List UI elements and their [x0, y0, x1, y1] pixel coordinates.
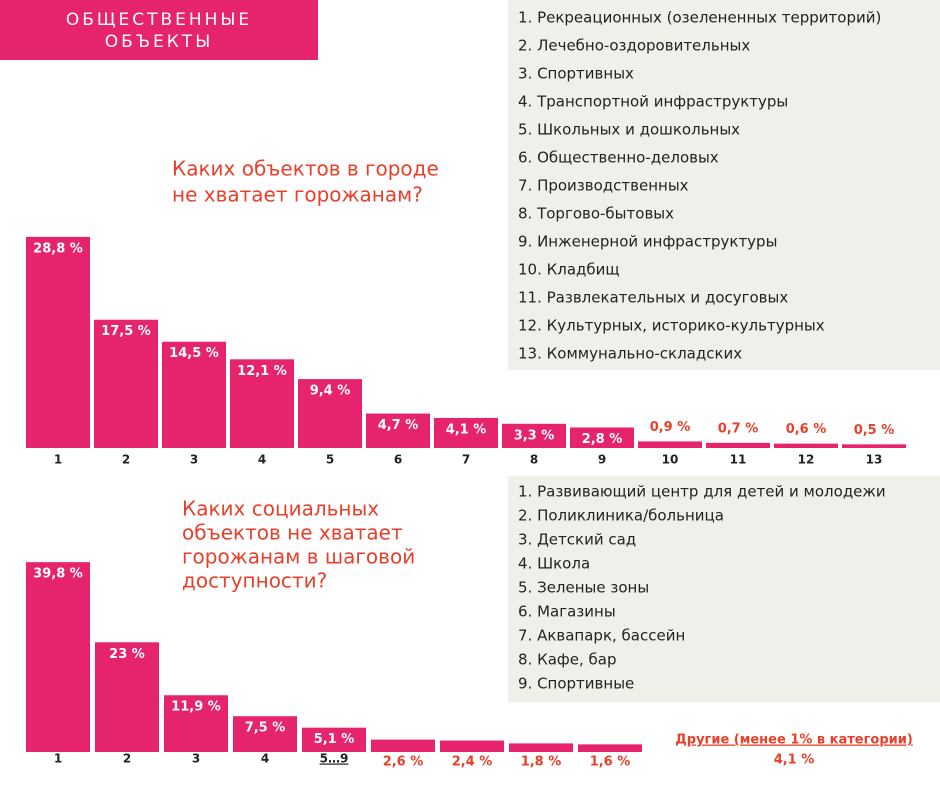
value-label: 9,4 % [310, 384, 351, 399]
bar [578, 744, 642, 752]
value-label: 4,7 % [378, 418, 419, 433]
legend-item: 8. Кафе, бар [518, 651, 616, 669]
value-label: 17,5 % [101, 324, 151, 339]
bar [434, 417, 498, 448]
bar [366, 413, 430, 448]
legend-box [508, 0, 940, 370]
bar [638, 441, 702, 448]
legend-box [508, 476, 940, 702]
value-label: 23 % [109, 647, 145, 662]
legend-item: 5. Зеленые зоны [518, 579, 649, 597]
legend-item: 12. Культурных, историко-культурных [518, 317, 825, 335]
legend-item: 8. Торгово-бытовых [518, 205, 674, 223]
bar [509, 743, 573, 752]
legend-item: 3. Спортивных [518, 65, 634, 83]
value-label: 3,3 % [514, 428, 555, 443]
header-title: ОБЪЕКТЫ [105, 32, 213, 52]
x-tick-label: 4 [258, 453, 266, 467]
other-label: Другие (менее 1% в категории) [675, 733, 913, 748]
legend-item: 4. Школа [518, 555, 590, 573]
bar [230, 359, 294, 448]
value-label: 11,9 % [171, 700, 221, 715]
value-label: 28,8 % [33, 241, 83, 256]
x-tick-label: 6 [394, 453, 402, 467]
legend-item: 11. Развлекательных и досуговых [518, 289, 788, 307]
legend-item: 3. Детский сад [518, 531, 636, 549]
legend-item: 9. Спортивные [518, 675, 634, 693]
bar [302, 727, 366, 752]
chart-title: доступности? [182, 569, 327, 593]
chart-title: Каких объектов в городе [172, 157, 439, 181]
x-tick-label: 2 [123, 752, 131, 766]
x-tick-label: 5…9 [320, 752, 349, 766]
x-tick-label: 5 [326, 453, 334, 467]
value-label: 5,1 % [314, 732, 355, 747]
bar [298, 379, 362, 448]
header-badge [0, 0, 318, 60]
legend-item: 2. Поликлиника/больница [518, 507, 724, 525]
value-label: 12,1 % [237, 364, 287, 379]
header-title: ОБЩЕСТВЕННЫЕ [66, 10, 252, 30]
value-label: 14,5 % [169, 346, 219, 361]
chart-title: Каких социальных [182, 497, 379, 521]
chart-title: горожанам в шаговой [182, 545, 415, 569]
value-label: 0,7 % [718, 421, 759, 436]
x-tick-label: 3 [190, 453, 198, 467]
value-label: 7,5 % [245, 721, 286, 736]
x-tick-label: 7 [462, 453, 470, 467]
bar [502, 423, 566, 448]
chart-title: объектов не хватает [182, 521, 403, 545]
legend-item: 1. Рекреационных (озелененных территорий… [518, 9, 881, 27]
value-label: 2,8 % [582, 432, 623, 447]
x-tick-label: 3 [192, 752, 200, 766]
legend-item: 9. Инженерной инфраструктуры [518, 233, 777, 251]
bar [440, 740, 504, 752]
bar [26, 562, 90, 752]
x-tick-label: 2 [122, 453, 130, 467]
bar [26, 236, 90, 448]
legend-item: 6. Магазины [518, 603, 616, 621]
legend-item: 2. Лечебно-оздоровительных [518, 37, 750, 55]
bar [95, 642, 159, 752]
legend-item: 6. Общественно-деловых [518, 149, 719, 167]
value-label: 1,8 % [521, 755, 562, 770]
bar [164, 695, 228, 752]
value-label: 0,9 % [650, 420, 691, 435]
bar [233, 716, 297, 752]
value-label: 2,4 % [452, 755, 493, 770]
bar [842, 444, 906, 448]
x-tick-label: 11 [730, 453, 747, 467]
bar [706, 442, 770, 448]
x-tick-label: 8 [530, 453, 538, 467]
chart-title: не хватает горожанам? [172, 183, 423, 207]
bar [162, 341, 226, 448]
bar [774, 443, 838, 448]
bar [94, 319, 158, 448]
legend-item: 4. Транспортной инфраструктуры [518, 93, 788, 111]
value-label: 1,6 % [590, 755, 631, 770]
value-label: 0,5 % [854, 423, 895, 438]
other-value: 4,1 % [774, 753, 815, 768]
x-tick-label: 4 [261, 752, 269, 766]
value-label: 2,6 % [383, 755, 424, 770]
x-tick-label: 13 [866, 453, 883, 467]
legend-item: 7. Производственных [518, 177, 689, 195]
x-tick-label: 10 [662, 453, 679, 467]
legend-item: 5. Школьных и дошкольных [518, 121, 740, 139]
x-tick-label: 9 [598, 453, 606, 467]
legend-item: 13. Коммунально-складских [518, 345, 742, 363]
value-label: 39,8 % [33, 567, 83, 582]
bar [371, 739, 435, 752]
x-tick-label: 12 [798, 453, 815, 467]
bar [570, 427, 634, 448]
value-label: 0,6 % [786, 422, 827, 437]
x-tick-label: 1 [54, 752, 62, 766]
legend-item: 7. Аквапарк, бассейн [518, 627, 685, 645]
value-label: 4,1 % [446, 422, 487, 437]
legend-item: 1. Развивающий центр для детей и молодеж… [518, 483, 886, 501]
legend-item: 10. Кладбищ [518, 261, 620, 279]
x-tick-label: 1 [54, 453, 62, 467]
